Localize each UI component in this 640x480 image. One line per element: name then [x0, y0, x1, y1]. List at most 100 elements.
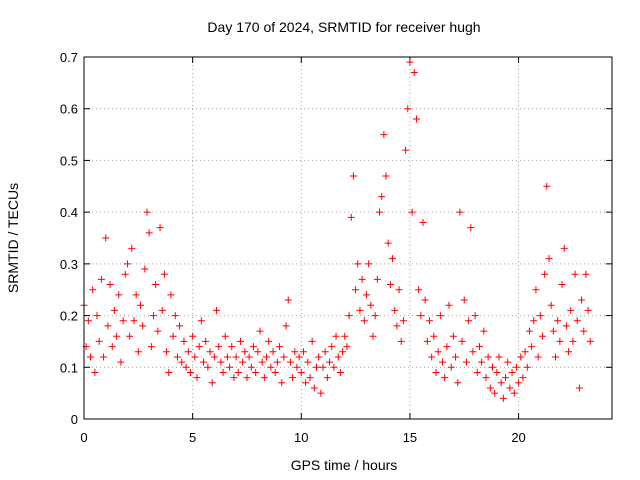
data-point	[91, 368, 99, 376]
data-point	[439, 358, 447, 366]
data-point	[384, 239, 392, 247]
data-point	[176, 322, 184, 330]
data-point	[519, 374, 527, 382]
chart-title: Day 170 of 2024, SRMTID for receiver hug…	[207, 19, 480, 35]
data-point	[406, 58, 414, 66]
data-point	[169, 332, 177, 340]
data-point	[286, 358, 294, 366]
data-point	[128, 244, 136, 252]
data-point	[562, 322, 570, 330]
data-point	[147, 343, 155, 351]
data-point	[441, 374, 449, 382]
data-point	[123, 260, 131, 268]
data-point	[84, 317, 92, 325]
data-point	[567, 306, 575, 314]
data-point	[467, 224, 475, 232]
data-point	[206, 348, 214, 356]
data-point	[497, 379, 505, 387]
data-point	[291, 348, 299, 356]
data-point	[423, 337, 431, 345]
data-point	[173, 353, 181, 361]
data-point	[258, 358, 266, 366]
data-point	[565, 348, 573, 356]
data-point	[493, 368, 501, 376]
x-tick-label: 10	[294, 430, 308, 445]
data-point	[102, 234, 110, 242]
data-point	[200, 358, 208, 366]
data-point	[469, 348, 477, 356]
data-point	[523, 363, 531, 371]
y-tick-label: 0.4	[60, 205, 78, 220]
data-point	[491, 389, 499, 397]
data-point	[506, 384, 514, 392]
x-tick-label: 5	[189, 430, 196, 445]
data-point	[189, 332, 197, 340]
data-point	[226, 363, 234, 371]
x-tick-label: 20	[511, 430, 525, 445]
data-point	[475, 343, 483, 351]
data-point	[360, 317, 368, 325]
data-point	[117, 358, 125, 366]
x-tick-label: 15	[403, 430, 417, 445]
data-point	[167, 291, 175, 299]
data-point	[158, 306, 166, 314]
data-point	[556, 337, 564, 345]
data-point	[204, 363, 212, 371]
y-tick-label: 0.5	[60, 153, 78, 168]
data-point	[269, 348, 277, 356]
data-point	[154, 327, 162, 335]
data-point	[367, 301, 375, 309]
data-point	[315, 353, 323, 361]
data-point	[263, 353, 271, 361]
data-point	[580, 327, 588, 335]
data-point	[449, 332, 457, 340]
data-point	[356, 306, 364, 314]
data-point	[89, 286, 97, 294]
data-point	[362, 291, 370, 299]
data-point	[399, 317, 407, 325]
data-point	[299, 348, 307, 356]
data-point	[106, 281, 114, 289]
data-point	[395, 286, 403, 294]
data-point	[267, 363, 275, 371]
y-tick-label: 0.1	[60, 360, 78, 375]
data-point	[87, 353, 95, 361]
data-point	[186, 368, 194, 376]
data-point	[541, 270, 549, 278]
data-point	[339, 348, 347, 356]
data-point	[486, 384, 494, 392]
data-point	[330, 363, 338, 371]
data-point	[443, 343, 451, 351]
data-point	[121, 270, 129, 278]
data-point	[458, 337, 466, 345]
data-point	[343, 343, 351, 351]
data-point	[558, 281, 566, 289]
data-point	[297, 368, 305, 376]
data-point	[191, 353, 199, 361]
data-point	[178, 358, 186, 366]
data-point	[319, 363, 327, 371]
data-point	[304, 358, 312, 366]
data-point	[369, 332, 377, 340]
data-point	[341, 332, 349, 340]
y-tick-label: 0.2	[60, 309, 78, 324]
data-point	[538, 332, 546, 340]
data-point	[508, 368, 516, 376]
data-point	[306, 374, 314, 382]
data-point	[195, 343, 203, 351]
data-point	[484, 353, 492, 361]
data-point	[554, 317, 562, 325]
data-point	[432, 368, 440, 376]
data-point	[132, 291, 140, 299]
data-point	[210, 353, 218, 361]
data-point	[100, 353, 108, 361]
x-axis-label: GPS time / hours	[291, 457, 398, 473]
data-point	[284, 296, 292, 304]
data-point	[260, 374, 268, 382]
data-point	[393, 322, 401, 330]
data-point	[421, 296, 429, 304]
data-point	[391, 306, 399, 314]
data-point	[234, 368, 242, 376]
x-tick-label: 0	[80, 430, 87, 445]
data-point	[230, 374, 238, 382]
